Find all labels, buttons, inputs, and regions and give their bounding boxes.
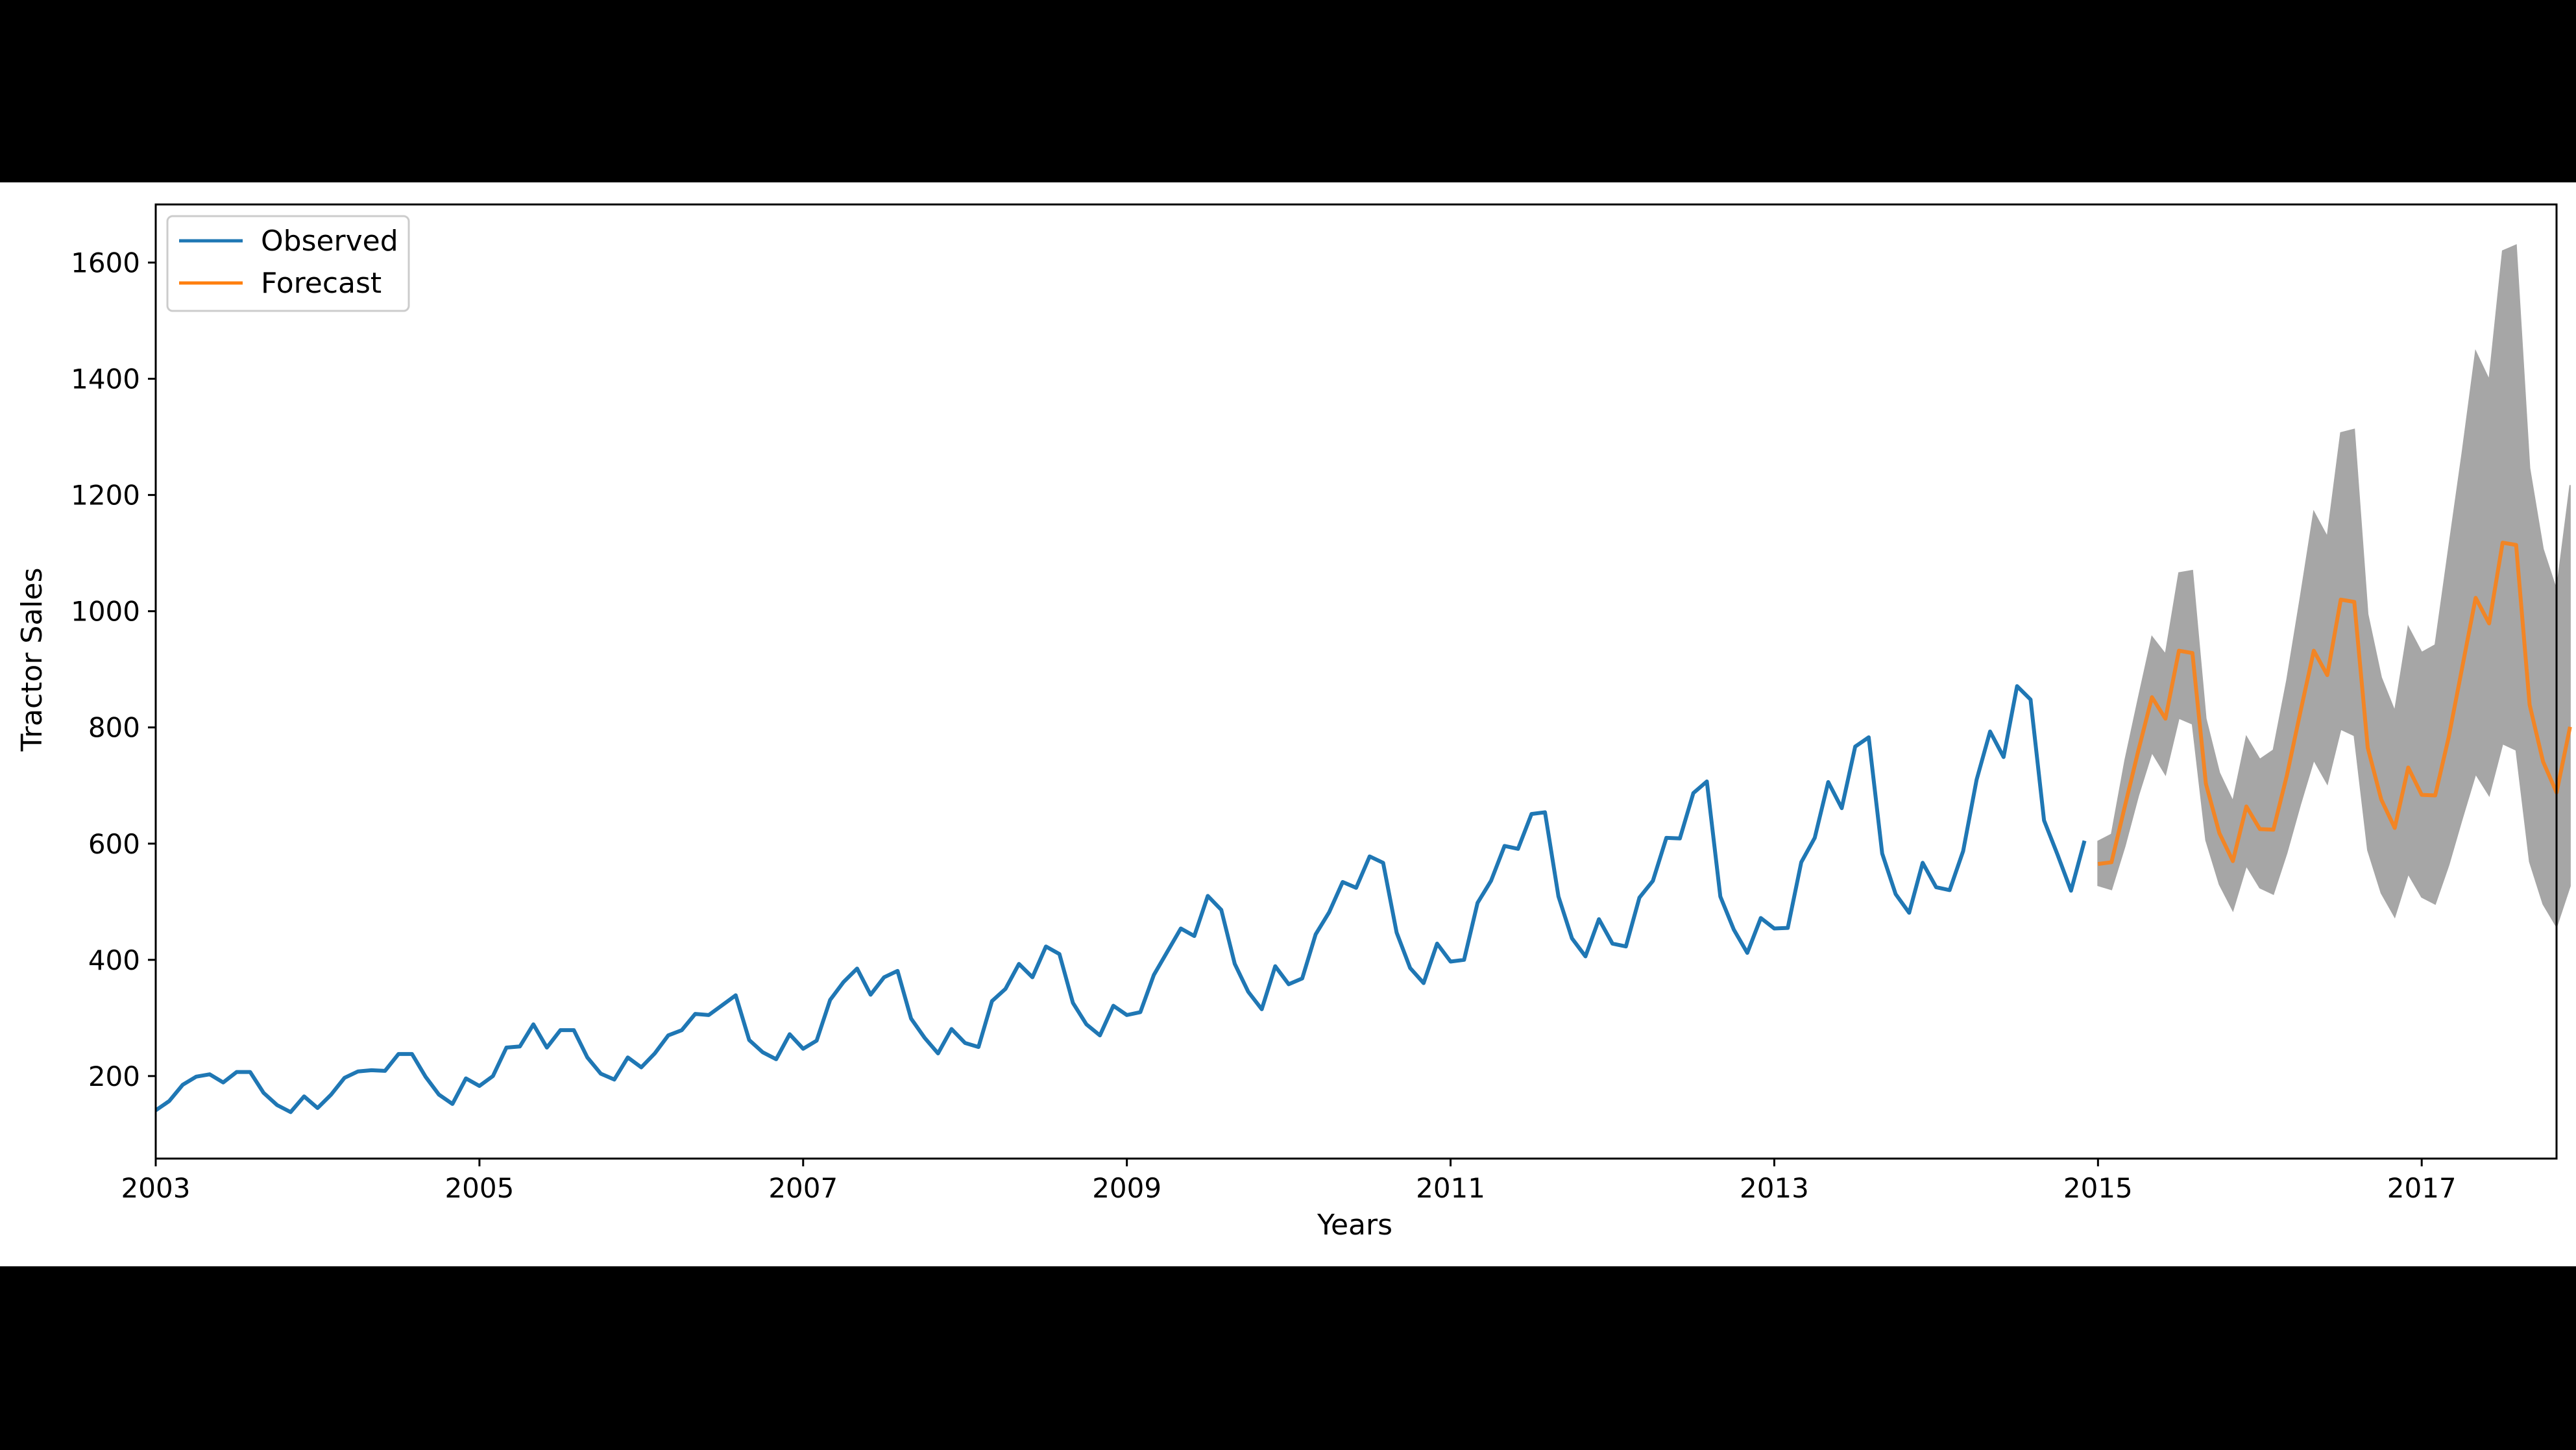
x-tick-label: 2011 bbox=[1416, 1172, 1485, 1204]
series-line-forecast bbox=[2097, 541, 2572, 866]
x-tick-label: 2003 bbox=[121, 1172, 191, 1204]
legend-label-forecast: Forecast bbox=[261, 267, 382, 300]
y-tick-label: 1200 bbox=[71, 480, 140, 511]
y-axis-title: Tractor Sales bbox=[16, 567, 49, 752]
plot-area-frame bbox=[154, 203, 2558, 1160]
y-tick-label: 400 bbox=[88, 944, 140, 976]
y-tick-label: 1400 bbox=[71, 363, 140, 395]
axis-tick-layer: 2003 2005 2007 2009 2011 2013 2015 2017 200 400 60… bbox=[71, 247, 2457, 1204]
x-tick-label: 2009 bbox=[1092, 1172, 1161, 1204]
series-line-layer bbox=[154, 541, 2572, 1114]
x-tick-label: 2015 bbox=[2063, 1172, 2133, 1204]
series-line-observed bbox=[154, 684, 2087, 1114]
line-chart: 2003 2005 2007 2009 2011 2013 2015 2017 200 400 60… bbox=[16, 203, 2572, 1242]
x-tick-label: 2013 bbox=[1740, 1172, 1809, 1204]
legend-label-observed: Observed bbox=[261, 225, 398, 258]
confidence-band-layer bbox=[2097, 244, 2571, 929]
x-tick-label: 2017 bbox=[2387, 1172, 2457, 1204]
y-tick-label: 200 bbox=[88, 1061, 140, 1092]
x-tick-label: 2007 bbox=[768, 1172, 838, 1204]
y-tick-label: 800 bbox=[88, 712, 140, 744]
y-tick-label: 1000 bbox=[71, 596, 140, 628]
x-axis-title: Years bbox=[1317, 1209, 1392, 1242]
y-tick-label: 1600 bbox=[71, 247, 140, 279]
chart-legend: Observed Forecast bbox=[166, 215, 410, 312]
chart-figure: 2003 2005 2007 2009 2011 2013 2015 2017 200 400 60… bbox=[0, 182, 2576, 1266]
x-tick-label: 2005 bbox=[444, 1172, 514, 1204]
y-tick-label: 600 bbox=[88, 828, 140, 860]
confidence-band bbox=[2097, 244, 2571, 929]
